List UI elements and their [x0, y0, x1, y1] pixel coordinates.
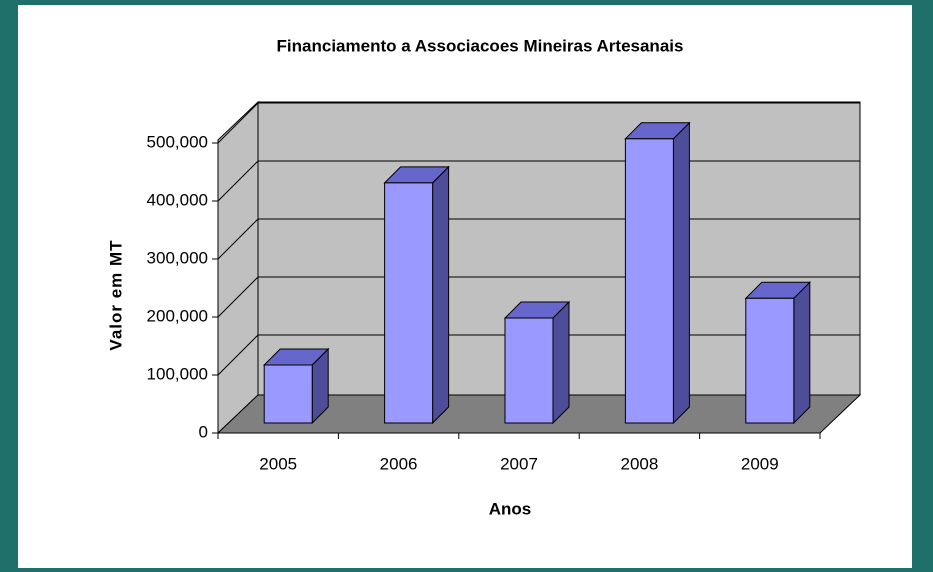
bar	[263, 364, 313, 424]
side-wall	[217, 100, 259, 435]
bar-side	[793, 281, 811, 425]
bar	[745, 297, 795, 424]
x-axis-label: Anos	[489, 499, 532, 518]
y-tick-label: 400,000	[147, 190, 208, 209]
x-tick-label: 2009	[741, 454, 779, 473]
x-tick-label: 2007	[500, 454, 538, 473]
bar-side	[552, 300, 570, 425]
y-axis-label: Valor em MT	[106, 239, 125, 350]
bar-side	[672, 121, 690, 425]
bar	[504, 317, 554, 424]
x-tick-label: 2008	[620, 454, 658, 473]
bar-side	[432, 165, 450, 425]
grid-line	[217, 102, 860, 144]
bar	[384, 182, 434, 424]
y-tick-label: 500,000	[147, 132, 208, 151]
x-tick-label: 2005	[259, 454, 297, 473]
y-tick-label: 0	[199, 422, 208, 441]
y-tick-label: 100,000	[147, 364, 208, 383]
bar	[624, 138, 674, 424]
x-tick-label: 2006	[380, 454, 418, 473]
y-tick-label: 300,000	[147, 248, 208, 267]
y-tick-label: 200,000	[147, 306, 208, 325]
chart-title: Financiamento a Associacoes Mineiras Art…	[277, 36, 684, 55]
